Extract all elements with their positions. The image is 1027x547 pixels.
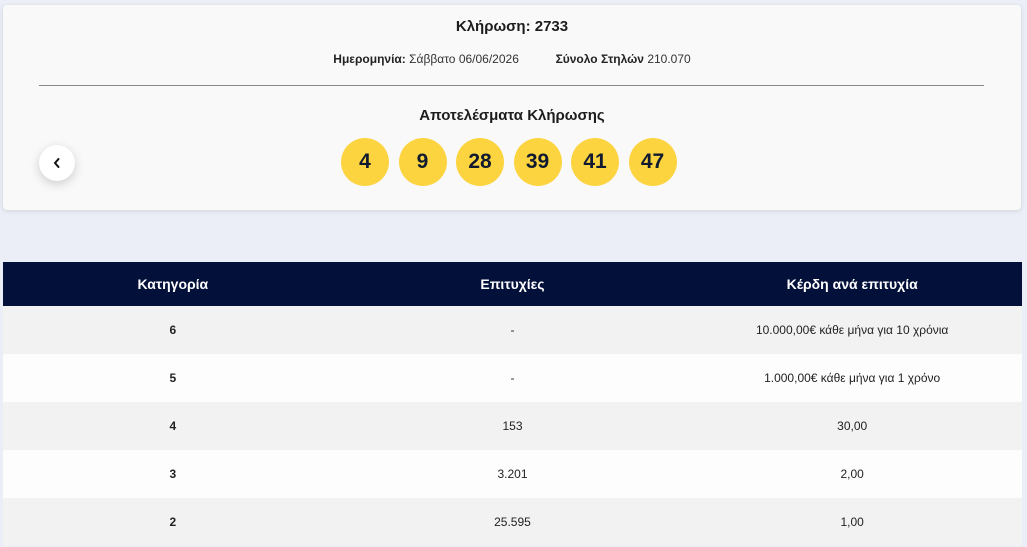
table-cell: 25.595: [494, 515, 531, 529]
table-cell: 3.201: [497, 467, 528, 481]
draw-title: Κλήρωση: 2733: [455, 18, 569, 35]
results-title: Αποτελέσματα Κλήρωσης: [419, 107, 605, 124]
number-ball: 47: [628, 138, 677, 186]
table-cell: 10.000,00€ κάθε μήνα για 10 χρόνια: [755, 323, 949, 337]
table-header: Κατηγορία Επιτυχίες Κέρδη ανά επιτυχία: [3, 262, 1022, 306]
table-cell: 30,00: [837, 419, 868, 433]
table-cell: 2: [169, 515, 177, 529]
table-row: 5 - 1.000,00€ κάθε μήνα για 1 χρόνο: [3, 354, 1022, 402]
columns: 210.070: [647, 52, 691, 66]
column-header: Επιτυχίες: [480, 276, 545, 292]
divider: [39, 85, 984, 86]
table-cell: 4: [169, 419, 177, 433]
table-cell: -: [510, 323, 515, 337]
table-cell: 6: [169, 323, 177, 337]
number-balls: 4 9 28 39 41 47: [341, 138, 677, 186]
columns-label: Σύνολο Στηλών: [555, 52, 644, 66]
date: Σάββατο 06/06/2026: [409, 52, 519, 66]
table-cell: 5: [169, 371, 177, 385]
column-header: Κατηγορία: [137, 276, 209, 292]
table-cell: 2,00: [840, 467, 864, 481]
number-ball: 28: [456, 138, 504, 186]
date-label: Ημερομηνία:: [333, 52, 406, 66]
prize-table: Κατηγορία Επιτυχίες Κέρδη ανά επιτυχία 6 - 1…: [3, 262, 1022, 546]
table-row: 4 153 30,00: [3, 402, 1022, 450]
table-row: 2 25.595 1,00: [3, 498, 1022, 546]
draw-card: Κλήρωση: 2733 Ημερομηνία: Σάββατο 06/06/…: [3, 5, 1021, 210]
number-ball: 39: [513, 138, 562, 186]
number-ball: 41: [571, 138, 619, 186]
table-cell: 153: [502, 419, 523, 433]
table-body: 6 - 10.000,00€ κάθε μήνα για 10 χρόνια 5 - 1.…: [3, 306, 1022, 546]
number-ball: 4: [341, 138, 389, 186]
draw-info: Ημερομηνία: Σάββατο 06/06/2026 Σύνολο Στ…: [3, 52, 1021, 66]
table-row: 6 - 10.000,00€ κάθε μήνα για 10 χρόνια: [3, 306, 1022, 354]
back-button[interactable]: [39, 145, 75, 181]
table-cell: 3: [169, 467, 177, 481]
table-row: 3 3.201 2,00: [3, 450, 1022, 498]
table-cell: 1.000,00€ κάθε μήνα για 1 χρόνο: [764, 371, 941, 385]
table-cell: 1,00: [840, 515, 864, 529]
column-header: Κέρδη ανά επιτυχία: [786, 276, 918, 292]
table-cell: -: [510, 371, 515, 385]
number-ball: 9: [398, 138, 447, 186]
chevron-icon: [53, 158, 60, 168]
